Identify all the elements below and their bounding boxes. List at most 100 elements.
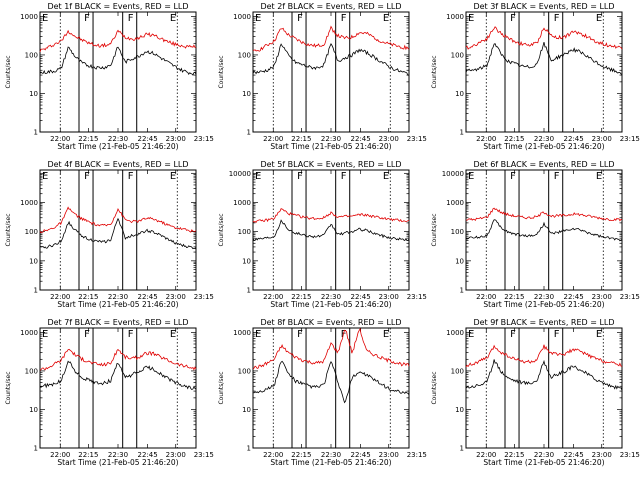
y-axis-label: Counts/sec — [431, 55, 438, 88]
x-tick-label: 23:15 — [407, 451, 427, 459]
x-axis-label: Start Time (21-Feb-05 21:46:20) — [57, 142, 178, 151]
x-tick-label: 22:15 — [291, 135, 311, 143]
y-tick-label: 100 — [451, 51, 464, 59]
series-line-red-lld — [39, 206, 197, 234]
y-tick-label: 100 — [451, 367, 464, 375]
x-tick-label: 22:00 — [476, 135, 496, 143]
plot-title: Det 5f BLACK = Events, RED = LLD — [260, 160, 401, 169]
marker-label: E — [468, 329, 474, 340]
plot-frame — [39, 169, 197, 291]
x-tick-label: 23:00 — [379, 451, 399, 459]
x-tick-label: 23:15 — [620, 135, 640, 143]
x-tick-label: 23:15 — [194, 135, 214, 143]
x-tick-label: 22:30 — [108, 135, 128, 143]
x-axis-label: Start Time (21-Feb-05 21:46:20) — [270, 142, 391, 151]
y-axis-label: Counts/sec — [5, 213, 12, 246]
y-tick-label: 1 — [460, 445, 464, 453]
y-tick-label: 1000 — [20, 13, 38, 21]
marker-label: F — [297, 329, 303, 340]
marker-label: E — [42, 171, 48, 182]
marker-label: E — [255, 329, 261, 340]
x-tick-label: 22:15 — [291, 293, 311, 301]
marker-label: E — [468, 13, 474, 24]
series-line-black-events — [465, 359, 623, 391]
panel-det-4: Det 4f BLACK = Events, RED = LLD Counts/s… — [5, 160, 214, 309]
x-tick-label: 22:00 — [263, 451, 283, 459]
x-tick-label: 22:30 — [534, 293, 554, 301]
plot-title: Det 7f BLACK = Events, RED = LLD — [47, 318, 188, 327]
plot-frame — [465, 11, 623, 133]
marker-label: F — [341, 171, 347, 182]
y-axis-label: Counts/sec — [5, 371, 12, 404]
marker-label: F — [510, 329, 516, 340]
x-tick-label: 22:00 — [263, 293, 283, 301]
plot-title: Det 3f BLACK = Events, RED = LLD — [473, 2, 614, 11]
plot-frame — [252, 11, 410, 133]
series-line-black-events — [252, 219, 410, 242]
y-tick-label: 100 — [25, 367, 38, 375]
y-tick-label: 10 — [242, 257, 251, 265]
y-tick-label: 1 — [34, 445, 38, 453]
x-tick-label: 22:15 — [78, 135, 98, 143]
y-tick-label: 1 — [247, 445, 251, 453]
x-tick-label: 23:00 — [379, 135, 399, 143]
marker-label: E — [170, 329, 176, 340]
y-tick-label: 1000 — [20, 329, 38, 337]
marker-label: F — [84, 329, 90, 340]
series-line-red-lld — [39, 29, 197, 53]
marker-label: F — [297, 171, 303, 182]
marker-label: E — [42, 13, 48, 24]
plot-title: Det 1f BLACK = Events, RED = LLD — [47, 2, 188, 11]
series-line-red-lld — [252, 327, 410, 370]
x-tick-label: 22:15 — [291, 451, 311, 459]
marker-label: E — [170, 171, 176, 182]
x-tick-label: 22:00 — [50, 293, 70, 301]
y-tick-label: 1000 — [233, 199, 251, 207]
x-axis-label: Start Time (21-Feb-05 21:46:20) — [57, 300, 178, 309]
x-tick-label: 23:15 — [620, 293, 640, 301]
y-tick-label: 100 — [238, 51, 251, 59]
x-tick-label: 23:00 — [166, 135, 186, 143]
y-tick-label: 1 — [34, 287, 38, 295]
plot-title: Det 6f BLACK = Events, RED = LLD — [473, 160, 614, 169]
x-tick-label: 22:15 — [504, 451, 524, 459]
x-tick-label: 22:15 — [78, 293, 98, 301]
x-tick-label: 23:15 — [194, 451, 214, 459]
series-line-red-lld — [465, 26, 623, 50]
x-axis-label: Start Time (21-Feb-05 21:46:20) — [270, 300, 391, 309]
panel-det-6: Det 6f BLACK = Events, RED = LLD Counts/s… — [431, 160, 640, 309]
x-axis-label: Start Time (21-Feb-05 21:46:20) — [483, 300, 604, 309]
x-tick-label: 22:00 — [50, 135, 70, 143]
marker-label: E — [255, 13, 261, 24]
x-tick-label: 22:30 — [534, 451, 554, 459]
x-tick-label: 22:15 — [504, 135, 524, 143]
x-tick-label: 22:00 — [263, 135, 283, 143]
y-axis-label: Counts/sec — [218, 213, 225, 246]
y-tick-label: 10000 — [442, 170, 464, 178]
x-tick-label: 22:15 — [78, 451, 98, 459]
y-tick-label: 1 — [34, 129, 38, 137]
marker-label: E — [383, 329, 389, 340]
series-line-black-events — [252, 360, 410, 404]
series-line-black-events — [39, 46, 197, 76]
y-axis-label: Counts/sec — [218, 55, 225, 88]
marker-label: E — [596, 171, 602, 182]
series-line-black-events — [39, 360, 197, 390]
y-tick-label: 1000 — [233, 13, 251, 21]
y-tick-label: 100 — [238, 228, 251, 236]
marker-label: F — [554, 329, 560, 340]
plot-title: Det 2f BLACK = Events, RED = LLD — [260, 2, 401, 11]
x-tick-label: 22:15 — [504, 293, 524, 301]
marker-label: F — [128, 329, 134, 340]
panel-det-9: Det 9f BLACK = Events, RED = LLD Counts/s… — [431, 318, 640, 467]
y-axis-label: Counts/sec — [5, 55, 12, 88]
panel-det-8: Det 8f BLACK = Events, RED = LLD Counts/s… — [218, 318, 427, 467]
plot-title: Det 4f BLACK = Events, RED = LLD — [47, 160, 188, 169]
x-tick-label: 22:30 — [321, 451, 341, 459]
y-axis-label: Counts/sec — [431, 371, 438, 404]
y-tick-label: 1000 — [446, 329, 464, 337]
x-tick-label: 23:00 — [592, 135, 612, 143]
marker-label: E — [596, 329, 602, 340]
panel-det-1: Det 1f BLACK = Events, RED = LLD Counts/s… — [5, 2, 214, 151]
marker-label: E — [42, 329, 48, 340]
